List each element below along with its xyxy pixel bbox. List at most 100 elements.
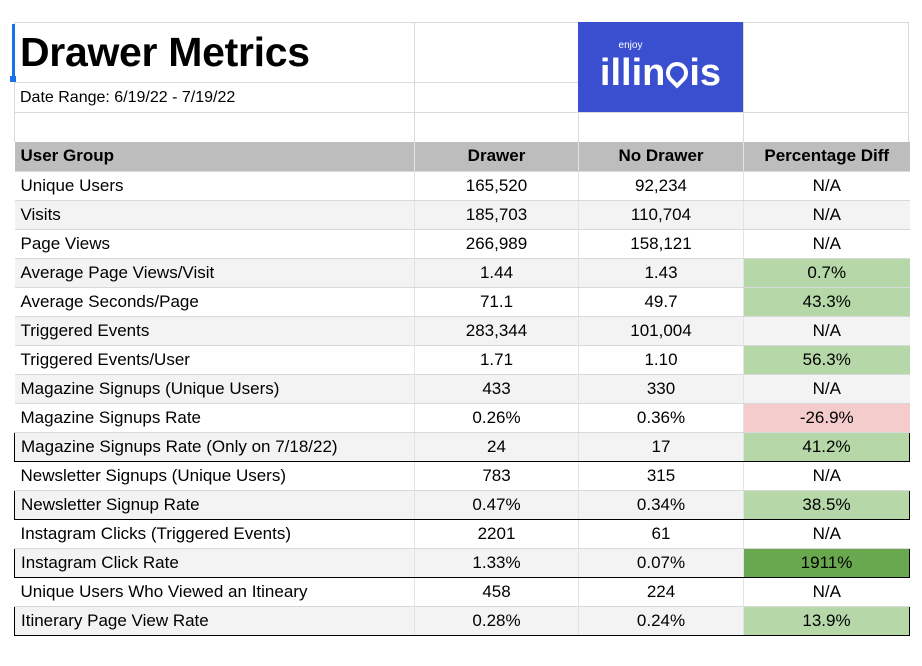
- metrics-table: User Group Drawer No Drawer Percentage D…: [14, 142, 910, 636]
- drawer-value[interactable]: 266,989: [414, 229, 579, 259]
- drawer-value[interactable]: 783: [414, 461, 579, 491]
- percentage-diff-value[interactable]: 56.3%: [743, 345, 910, 375]
- table-row: Average Page Views/Visit 1.44 1.43 0.7%: [14, 258, 910, 288]
- table-row: Itinerary Page View Rate 0.28% 0.24% 13.…: [14, 605, 910, 636]
- percentage-diff-value[interactable]: N/A: [743, 171, 910, 201]
- row-label[interactable]: Unique Users: [14, 171, 415, 201]
- percentage-diff-value[interactable]: 13.9%: [743, 605, 910, 636]
- drawer-value[interactable]: 2201: [414, 519, 579, 549]
- row-label[interactable]: Triggered Events/User: [14, 345, 415, 375]
- percentage-diff-value[interactable]: N/A: [743, 229, 910, 259]
- drawer-value[interactable]: 1.44: [414, 258, 579, 288]
- table-row: Triggered Events 283,344 101,004 N/A: [14, 316, 910, 346]
- no-drawer-value[interactable]: 315: [578, 461, 744, 491]
- percentage-diff-value[interactable]: 1911%: [743, 547, 910, 578]
- no-drawer-value[interactable]: 101,004: [578, 316, 744, 346]
- cell-selection-handle[interactable]: [10, 76, 16, 82]
- percentage-diff-value[interactable]: N/A: [743, 461, 910, 491]
- table-row: Magazine Signups Rate (Only on 7/18/22) …: [14, 431, 910, 462]
- header-user-group[interactable]: User Group: [14, 142, 415, 172]
- no-drawer-value[interactable]: 49.7: [578, 287, 744, 317]
- no-drawer-value[interactable]: 1.10: [578, 345, 744, 375]
- no-drawer-value[interactable]: 0.24%: [578, 605, 744, 636]
- header-percentage-diff[interactable]: Percentage Diff: [743, 142, 910, 172]
- table-row: Magazine Signups Rate 0.26% 0.36% -26.9%: [14, 403, 910, 433]
- percentage-diff-value[interactable]: N/A: [743, 200, 910, 230]
- logo-enjoy-text: enjoy: [618, 40, 643, 51]
- percentage-diff-value[interactable]: 0.7%: [743, 258, 910, 288]
- drawer-value[interactable]: 71.1: [414, 287, 579, 317]
- drawer-value[interactable]: 24: [414, 431, 579, 462]
- no-drawer-value[interactable]: 224: [578, 577, 744, 607]
- table-row: Triggered Events/User 1.71 1.10 56.3%: [14, 345, 910, 375]
- percentage-diff-value[interactable]: N/A: [743, 577, 910, 607]
- percentage-diff-value[interactable]: 41.2%: [743, 431, 910, 462]
- row-label[interactable]: Itinerary Page View Rate: [14, 605, 415, 636]
- no-drawer-value[interactable]: 1.43: [578, 258, 744, 288]
- drawer-value[interactable]: 165,520: [414, 171, 579, 201]
- percentage-diff-value[interactable]: N/A: [743, 519, 910, 549]
- no-drawer-value[interactable]: 330: [578, 374, 744, 404]
- grid-line: [14, 112, 909, 113]
- drawer-value[interactable]: 283,344: [414, 316, 579, 346]
- table-row: Visits 185,703 110,704 N/A: [14, 200, 910, 230]
- drawer-value[interactable]: 1.33%: [414, 547, 579, 578]
- drawer-value[interactable]: 0.28%: [414, 605, 579, 636]
- no-drawer-value[interactable]: 17: [578, 431, 744, 462]
- percentage-diff-value[interactable]: 38.5%: [743, 489, 910, 520]
- header-drawer[interactable]: Drawer: [414, 142, 579, 172]
- drawer-value[interactable]: 185,703: [414, 200, 579, 230]
- row-label[interactable]: Triggered Events: [14, 316, 415, 346]
- drawer-value[interactable]: 0.26%: [414, 403, 579, 433]
- row-label[interactable]: Newsletter Signup Rate: [14, 489, 415, 520]
- no-drawer-value[interactable]: 158,121: [578, 229, 744, 259]
- percentage-diff-value[interactable]: N/A: [743, 374, 910, 404]
- row-label[interactable]: Visits: [14, 200, 415, 230]
- no-drawer-value[interactable]: 61: [578, 519, 744, 549]
- row-label[interactable]: Average Page Views/Visit: [14, 258, 415, 288]
- table-row: Magazine Signups (Unique Users) 433 330 …: [14, 374, 910, 404]
- percentage-diff-value[interactable]: N/A: [743, 316, 910, 346]
- drawer-value[interactable]: 0.47%: [414, 489, 579, 520]
- row-label[interactable]: Instagram Clicks (Triggered Events): [14, 519, 415, 549]
- no-drawer-value[interactable]: 0.07%: [578, 547, 744, 578]
- drawer-value[interactable]: 1.71: [414, 345, 579, 375]
- grid-line: [14, 22, 909, 23]
- cell-selection-cursor[interactable]: [12, 24, 15, 78]
- logo-illinois-text: illin is: [578, 52, 743, 94]
- no-drawer-value[interactable]: 92,234: [578, 171, 744, 201]
- row-label[interactable]: Magazine Signups Rate: [14, 403, 415, 433]
- logo-main-left: illin: [599, 52, 666, 94]
- row-label[interactable]: Magazine Signups (Unique Users): [14, 374, 415, 404]
- table-row: Unique Users 165,520 92,234 N/A: [14, 171, 910, 201]
- grid-line: [14, 82, 578, 83]
- sheet-title[interactable]: Drawer Metrics: [20, 29, 310, 75]
- no-drawer-value[interactable]: 0.34%: [578, 489, 744, 520]
- no-drawer-value[interactable]: 110,704: [578, 200, 744, 230]
- grid-line: [14, 22, 15, 142]
- drawer-value[interactable]: 458: [414, 577, 579, 607]
- date-range-label[interactable]: Date Range: 6/19/22 - 7/19/22: [20, 89, 236, 106]
- table-row: Newsletter Signups (Unique Users) 783 31…: [14, 461, 910, 491]
- row-label[interactable]: Instagram Click Rate: [14, 547, 415, 578]
- percentage-diff-value[interactable]: -26.9%: [743, 403, 910, 433]
- row-label[interactable]: Magazine Signups Rate (Only on 7/18/22): [14, 431, 415, 462]
- header-no-drawer[interactable]: No Drawer: [578, 142, 744, 172]
- row-label[interactable]: Newsletter Signups (Unique Users): [14, 461, 415, 491]
- logo-main-right: is: [689, 52, 722, 94]
- row-label[interactable]: Unique Users Who Viewed an Itineary: [14, 577, 415, 607]
- enjoy-illinois-logo: enjoy illin is: [578, 22, 743, 112]
- table-row: Page Views 266,989 158,121 N/A: [14, 229, 910, 259]
- table-row: Average Seconds/Page 71.1 49.7 43.3%: [14, 287, 910, 317]
- table-row: Newsletter Signup Rate 0.47% 0.34% 38.5%: [14, 489, 910, 520]
- percentage-diff-value[interactable]: 43.3%: [743, 287, 910, 317]
- drawer-value[interactable]: 433: [414, 374, 579, 404]
- row-label[interactable]: Average Seconds/Page: [14, 287, 415, 317]
- grid-line: [908, 22, 909, 142]
- grid-line: [743, 22, 744, 142]
- no-drawer-value[interactable]: 0.36%: [578, 403, 744, 433]
- table-row: Unique Users Who Viewed an Itineary 458 …: [14, 577, 910, 607]
- table-row: Instagram Clicks (Triggered Events) 2201…: [14, 519, 910, 549]
- row-label[interactable]: Page Views: [14, 229, 415, 259]
